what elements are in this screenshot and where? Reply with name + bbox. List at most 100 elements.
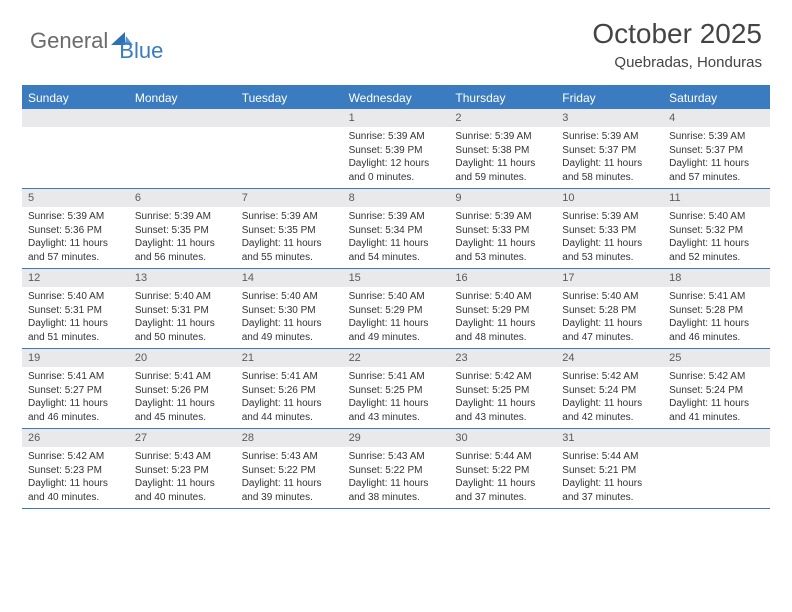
day-cell — [663, 429, 770, 508]
weeks-container: 1Sunrise: 5:39 AMSunset: 5:39 PMDaylight… — [22, 109, 770, 509]
day-number: 18 — [663, 269, 770, 287]
day-number: 28 — [236, 429, 343, 447]
day-cell: 18Sunrise: 5:41 AMSunset: 5:28 PMDayligh… — [663, 269, 770, 348]
day-body: Sunrise: 5:39 AMSunset: 5:34 PMDaylight:… — [343, 207, 450, 268]
day-body: Sunrise: 5:42 AMSunset: 5:25 PMDaylight:… — [449, 367, 556, 428]
calendar: SundayMondayTuesdayWednesdayThursdayFrid… — [22, 85, 770, 509]
day-body: Sunrise: 5:40 AMSunset: 5:30 PMDaylight:… — [236, 287, 343, 348]
day-of-week-row: SundayMondayTuesdayWednesdayThursdayFrid… — [22, 87, 770, 109]
day-number: 23 — [449, 349, 556, 367]
day-number: 10 — [556, 189, 663, 207]
day-number — [22, 109, 129, 127]
day-body: Sunrise: 5:44 AMSunset: 5:21 PMDaylight:… — [556, 447, 663, 508]
day-cell: 3Sunrise: 5:39 AMSunset: 5:37 PMDaylight… — [556, 109, 663, 188]
week-row: 1Sunrise: 5:39 AMSunset: 5:39 PMDaylight… — [22, 109, 770, 189]
day-body: Sunrise: 5:40 AMSunset: 5:31 PMDaylight:… — [129, 287, 236, 348]
day-number: 13 — [129, 269, 236, 287]
day-body: Sunrise: 5:40 AMSunset: 5:28 PMDaylight:… — [556, 287, 663, 348]
day-body: Sunrise: 5:43 AMSunset: 5:22 PMDaylight:… — [343, 447, 450, 508]
day-cell: 27Sunrise: 5:43 AMSunset: 5:23 PMDayligh… — [129, 429, 236, 508]
day-body: Sunrise: 5:43 AMSunset: 5:23 PMDaylight:… — [129, 447, 236, 508]
week-row: 5Sunrise: 5:39 AMSunset: 5:36 PMDaylight… — [22, 189, 770, 269]
day-body: Sunrise: 5:39 AMSunset: 5:38 PMDaylight:… — [449, 127, 556, 188]
day-number — [129, 109, 236, 127]
day-body: Sunrise: 5:42 AMSunset: 5:24 PMDaylight:… — [663, 367, 770, 428]
day-cell — [236, 109, 343, 188]
day-number: 30 — [449, 429, 556, 447]
day-number: 11 — [663, 189, 770, 207]
day-body: Sunrise: 5:39 AMSunset: 5:36 PMDaylight:… — [22, 207, 129, 268]
dow-cell: Friday — [556, 87, 663, 109]
day-cell: 29Sunrise: 5:43 AMSunset: 5:22 PMDayligh… — [343, 429, 450, 508]
dow-cell: Sunday — [22, 87, 129, 109]
day-cell: 6Sunrise: 5:39 AMSunset: 5:35 PMDaylight… — [129, 189, 236, 268]
dow-cell: Tuesday — [236, 87, 343, 109]
page-title: October 2025 — [592, 18, 762, 50]
day-body: Sunrise: 5:44 AMSunset: 5:22 PMDaylight:… — [449, 447, 556, 508]
day-number: 17 — [556, 269, 663, 287]
week-row: 12Sunrise: 5:40 AMSunset: 5:31 PMDayligh… — [22, 269, 770, 349]
day-number: 4 — [663, 109, 770, 127]
day-number: 26 — [22, 429, 129, 447]
week-row: 26Sunrise: 5:42 AMSunset: 5:23 PMDayligh… — [22, 429, 770, 509]
day-body: Sunrise: 5:40 AMSunset: 5:29 PMDaylight:… — [449, 287, 556, 348]
day-cell: 16Sunrise: 5:40 AMSunset: 5:29 PMDayligh… — [449, 269, 556, 348]
day-body: Sunrise: 5:40 AMSunset: 5:31 PMDaylight:… — [22, 287, 129, 348]
day-number — [236, 109, 343, 127]
day-body: Sunrise: 5:39 AMSunset: 5:35 PMDaylight:… — [129, 207, 236, 268]
logo: General Blue — [30, 18, 163, 64]
day-cell: 5Sunrise: 5:39 AMSunset: 5:36 PMDaylight… — [22, 189, 129, 268]
day-cell: 11Sunrise: 5:40 AMSunset: 5:32 PMDayligh… — [663, 189, 770, 268]
day-cell: 23Sunrise: 5:42 AMSunset: 5:25 PMDayligh… — [449, 349, 556, 428]
day-cell — [129, 109, 236, 188]
day-cell: 19Sunrise: 5:41 AMSunset: 5:27 PMDayligh… — [22, 349, 129, 428]
header: General Blue October 2025 Quebradas, Hon… — [0, 0, 792, 79]
dow-cell: Saturday — [663, 87, 770, 109]
day-cell: 7Sunrise: 5:39 AMSunset: 5:35 PMDaylight… — [236, 189, 343, 268]
day-cell: 9Sunrise: 5:39 AMSunset: 5:33 PMDaylight… — [449, 189, 556, 268]
day-body: Sunrise: 5:41 AMSunset: 5:27 PMDaylight:… — [22, 367, 129, 428]
day-cell: 13Sunrise: 5:40 AMSunset: 5:31 PMDayligh… — [129, 269, 236, 348]
day-cell: 31Sunrise: 5:44 AMSunset: 5:21 PMDayligh… — [556, 429, 663, 508]
day-body: Sunrise: 5:39 AMSunset: 5:33 PMDaylight:… — [449, 207, 556, 268]
day-number: 9 — [449, 189, 556, 207]
day-body: Sunrise: 5:39 AMSunset: 5:39 PMDaylight:… — [343, 127, 450, 188]
day-cell: 1Sunrise: 5:39 AMSunset: 5:39 PMDaylight… — [343, 109, 450, 188]
day-number: 21 — [236, 349, 343, 367]
day-cell: 14Sunrise: 5:40 AMSunset: 5:30 PMDayligh… — [236, 269, 343, 348]
day-number: 19 — [22, 349, 129, 367]
day-cell: 12Sunrise: 5:40 AMSunset: 5:31 PMDayligh… — [22, 269, 129, 348]
logo-text-blue: Blue — [119, 38, 163, 64]
day-number: 14 — [236, 269, 343, 287]
week-row: 19Sunrise: 5:41 AMSunset: 5:27 PMDayligh… — [22, 349, 770, 429]
day-cell: 2Sunrise: 5:39 AMSunset: 5:38 PMDaylight… — [449, 109, 556, 188]
dow-cell: Thursday — [449, 87, 556, 109]
day-body: Sunrise: 5:41 AMSunset: 5:26 PMDaylight:… — [236, 367, 343, 428]
location-label: Quebradas, Honduras — [592, 54, 762, 71]
day-cell: 15Sunrise: 5:40 AMSunset: 5:29 PMDayligh… — [343, 269, 450, 348]
day-number: 16 — [449, 269, 556, 287]
day-number: 3 — [556, 109, 663, 127]
day-body: Sunrise: 5:39 AMSunset: 5:33 PMDaylight:… — [556, 207, 663, 268]
day-number: 25 — [663, 349, 770, 367]
day-body: Sunrise: 5:40 AMSunset: 5:32 PMDaylight:… — [663, 207, 770, 268]
day-number: 7 — [236, 189, 343, 207]
day-body: Sunrise: 5:42 AMSunset: 5:24 PMDaylight:… — [556, 367, 663, 428]
day-number: 2 — [449, 109, 556, 127]
dow-cell: Monday — [129, 87, 236, 109]
day-body: Sunrise: 5:39 AMSunset: 5:35 PMDaylight:… — [236, 207, 343, 268]
day-body: Sunrise: 5:39 AMSunset: 5:37 PMDaylight:… — [556, 127, 663, 188]
day-cell: 20Sunrise: 5:41 AMSunset: 5:26 PMDayligh… — [129, 349, 236, 428]
day-cell: 25Sunrise: 5:42 AMSunset: 5:24 PMDayligh… — [663, 349, 770, 428]
day-body: Sunrise: 5:41 AMSunset: 5:28 PMDaylight:… — [663, 287, 770, 348]
day-body: Sunrise: 5:42 AMSunset: 5:23 PMDaylight:… — [22, 447, 129, 508]
day-number: 8 — [343, 189, 450, 207]
day-number: 29 — [343, 429, 450, 447]
day-cell: 28Sunrise: 5:43 AMSunset: 5:22 PMDayligh… — [236, 429, 343, 508]
day-number: 22 — [343, 349, 450, 367]
day-cell: 30Sunrise: 5:44 AMSunset: 5:22 PMDayligh… — [449, 429, 556, 508]
day-body: Sunrise: 5:40 AMSunset: 5:29 PMDaylight:… — [343, 287, 450, 348]
day-cell: 17Sunrise: 5:40 AMSunset: 5:28 PMDayligh… — [556, 269, 663, 348]
day-number — [663, 429, 770, 447]
day-number: 12 — [22, 269, 129, 287]
